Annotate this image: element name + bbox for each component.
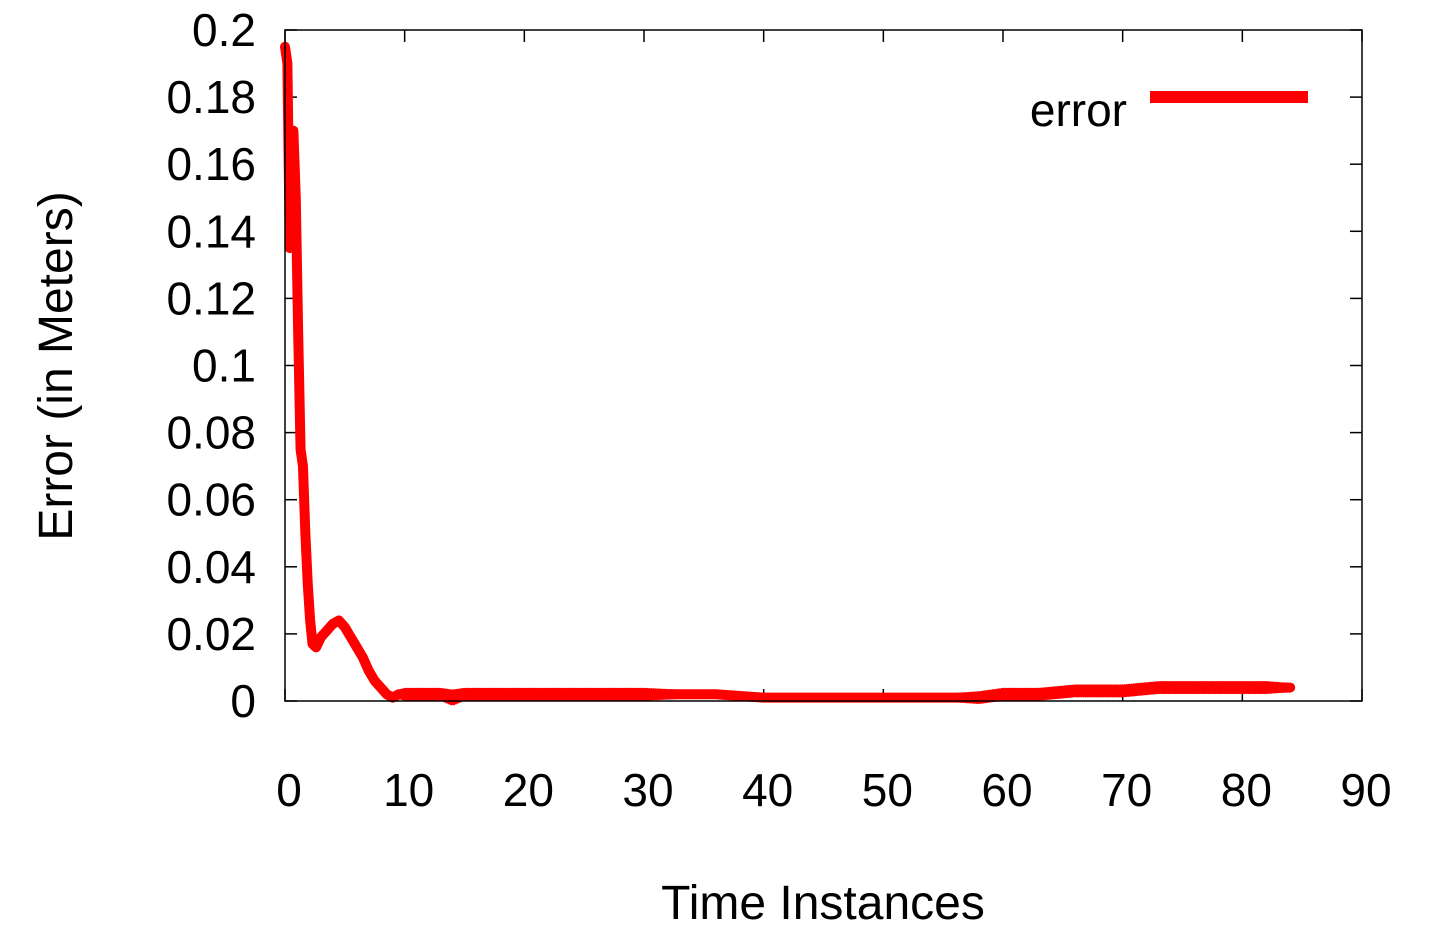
y-tick-label: 0.14 (166, 205, 256, 257)
x-tick-label: 0 (276, 764, 302, 816)
x-tick-label: 50 (862, 764, 913, 816)
x-tick-labels: 0 10 20 30 40 50 60 70 80 90 (276, 764, 1391, 816)
legend: error (1030, 84, 1308, 136)
y-tick-labels: 0 0.02 0.04 0.06 0.08 0.1 0.12 0.14 0.16 0.18 0.2 (166, 4, 256, 727)
series-layer (280, 41, 1296, 706)
x-tick-label: 80 (1221, 764, 1272, 816)
y-tick-label: 0 (230, 675, 256, 727)
plot-frame (284, 29, 1363, 702)
y-tick-label: 0.16 (166, 138, 256, 190)
series-line-error (280, 41, 1296, 703)
legend-label-error: error (1030, 84, 1127, 136)
x-tick-label: 40 (742, 764, 793, 816)
y-tick-label: 0.06 (166, 474, 256, 526)
y-axis-title: Error (in Meters) (30, 191, 83, 540)
x-tick-label: 30 (622, 764, 673, 816)
y-tick-label: 0.02 (166, 608, 256, 660)
y-tick-label: 0.08 (166, 407, 256, 459)
axis-ticks (284, 29, 1363, 702)
y-tick-label: 0.1 (192, 340, 256, 392)
series-jitter-error (283, 43, 1292, 706)
y-tick-label: 0.04 (166, 541, 256, 593)
x-axis-title: Time Instances (661, 877, 985, 930)
x-tick-label: 20 (503, 764, 554, 816)
x-tick-label: 90 (1340, 764, 1391, 816)
y-tick-label: 0.2 (192, 4, 256, 56)
x-tick-label: 10 (383, 764, 434, 816)
y-tick-label: 0.12 (166, 272, 256, 324)
y-tick-label: 0.18 (166, 71, 256, 123)
x-tick-label: 60 (981, 764, 1032, 816)
x-tick-label: 70 (1101, 764, 1152, 816)
